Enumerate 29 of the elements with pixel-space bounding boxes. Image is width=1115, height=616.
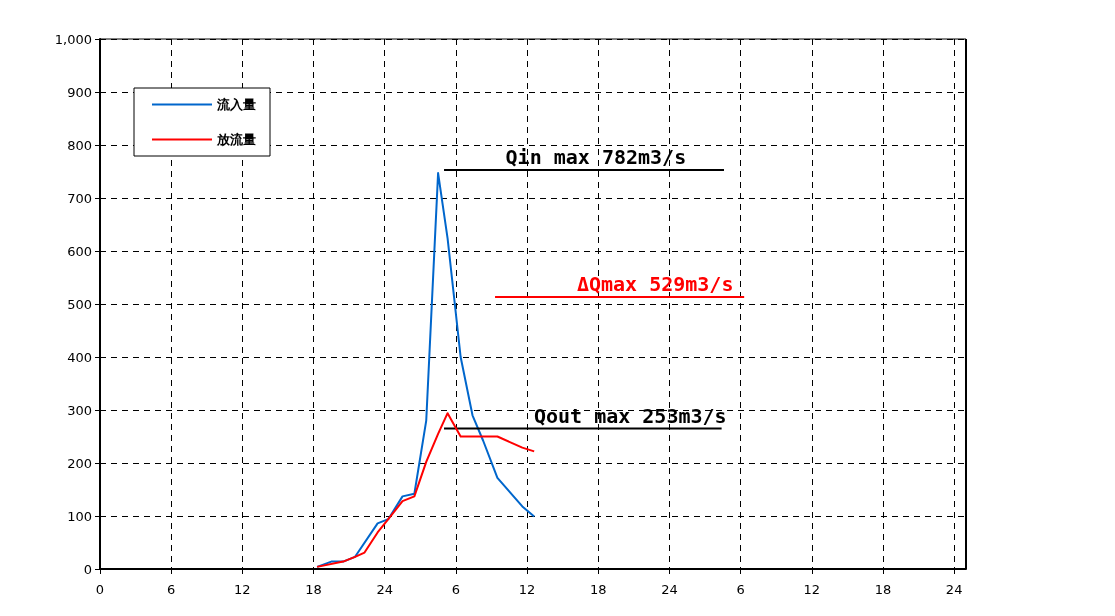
x-tick-label: 12 — [803, 582, 821, 597]
x-tick-label: 6 — [736, 582, 745, 597]
annotation: ΔQmax 529m3/s — [576, 272, 734, 297]
x-tick-label: 18 — [305, 582, 322, 597]
y-tick-label: 100 — [67, 508, 92, 524]
x-tick-label: 24 — [376, 582, 393, 597]
x-tick-label: 18 — [589, 582, 607, 597]
legend-label: 流入量 — [216, 97, 256, 112]
x-tick-label: 6 — [451, 582, 461, 597]
y-tick-label: 800 — [67, 137, 92, 153]
annotation: Qin max 782m3/s — [505, 144, 687, 169]
x-tick-label: 24 — [945, 582, 963, 597]
legend-label: 放流量 — [216, 132, 256, 147]
x-tick-label: 12 — [234, 582, 251, 597]
x-tick-label: 24 — [661, 582, 678, 597]
y-tick-label: 0 — [83, 561, 92, 577]
y-tick-label: 1,000 — [54, 31, 92, 47]
y-tick-label: 300 — [67, 402, 92, 418]
y-tick-label: 400 — [67, 349, 92, 365]
y-tick-label: 200 — [67, 455, 92, 471]
annotation: Qout max 253m3/s — [533, 403, 727, 428]
x-tick-label: 18 — [874, 582, 892, 597]
y-tick-label: 500 — [67, 296, 92, 312]
x-tick-label: 12 — [518, 582, 536, 597]
y-tick-label: 600 — [67, 243, 92, 259]
y-tick-label: 700 — [67, 190, 92, 206]
y-tick-label: 900 — [67, 84, 92, 100]
x-tick-label: 0 — [95, 582, 105, 597]
x-tick-label: 6 — [167, 582, 176, 597]
